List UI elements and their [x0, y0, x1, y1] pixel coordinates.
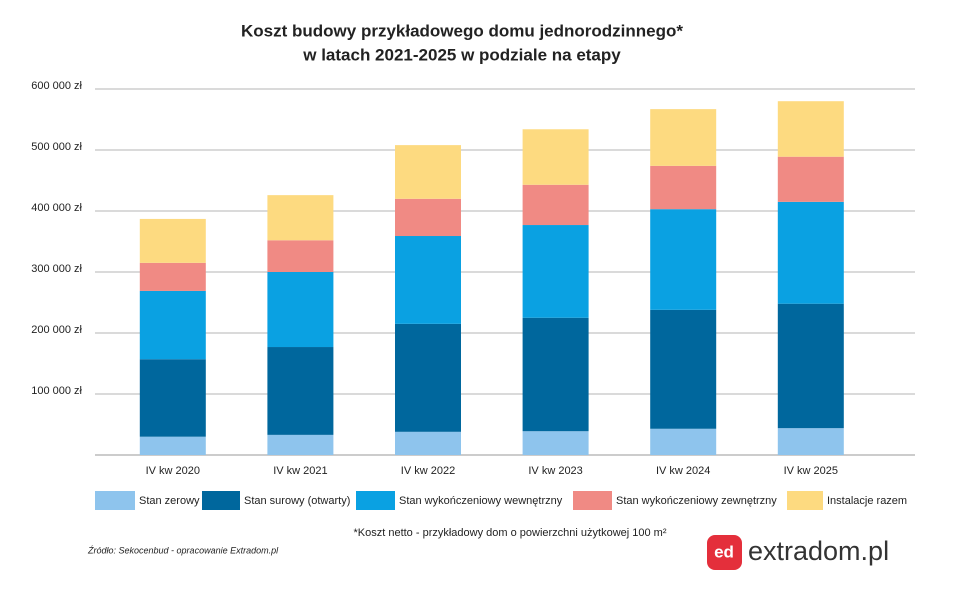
logo-icon: ed — [714, 542, 734, 561]
chart-title: w latach 2021-2025 w podziale na etapy — [302, 45, 621, 64]
chart-title: Koszt budowy przykładowego domu jednorod… — [241, 21, 683, 40]
x-tick-label: IV kw 2020 — [146, 465, 200, 477]
bar-segment — [395, 198, 461, 237]
footnote: *Koszt netto - przykładowy dom o powierz… — [353, 527, 666, 539]
legend-label: Stan wykończeniowy zewnętrzny — [616, 495, 777, 507]
bar-segment — [139, 436, 206, 455]
y-tick-label: 600 000 zł — [31, 80, 82, 92]
x-tick-label: IV kw 2024 — [656, 465, 710, 477]
bar-segment — [522, 184, 589, 226]
bar-segment — [650, 209, 717, 310]
legend-label: Instalacje razem — [827, 495, 907, 507]
y-tick-label: 300 000 zł — [31, 263, 82, 275]
legend-label: Stan wykończeniowy wewnętrzny — [399, 495, 563, 507]
legend-swatch — [787, 491, 823, 510]
logo-icon-bg — [707, 535, 742, 570]
bar-segment — [777, 201, 844, 304]
bar-segment — [395, 431, 461, 455]
y-tick-label: 400 000 zł — [31, 202, 82, 214]
bar-segment — [650, 109, 717, 166]
legend-label: Stan zerowy — [139, 495, 200, 507]
bar-segment — [650, 309, 717, 429]
bar-segment — [522, 225, 589, 318]
bar-segment — [522, 129, 589, 185]
bar-segment — [139, 290, 206, 360]
bar-segment — [395, 236, 461, 324]
y-tick-label: 500 000 zł — [31, 141, 82, 153]
bar-segment — [777, 303, 844, 429]
x-tick-label: IV kw 2023 — [528, 465, 582, 477]
bar-segment — [267, 347, 334, 435]
legend-swatch — [573, 491, 612, 510]
x-tick-label: IV kw 2021 — [273, 465, 327, 477]
bar-segment — [777, 156, 844, 202]
legend-swatch — [356, 491, 395, 510]
bar-segment — [777, 428, 844, 455]
source: Źródło: Sekocenbud - opracowanie Extrado… — [87, 545, 279, 555]
x-tick-label: IV kw 2025 — [784, 465, 838, 477]
bar-segment — [267, 434, 334, 455]
bar-segment — [139, 262, 206, 291]
bar-segment — [267, 272, 334, 348]
bar-segment — [522, 317, 589, 432]
legend-label: Stan surowy (otwarty) — [244, 495, 350, 507]
legend-swatch — [202, 491, 240, 510]
y-tick-label: 100 000 zł — [31, 385, 82, 397]
bar-segment — [267, 195, 334, 241]
bar-segment — [395, 145, 461, 199]
bar-segment — [650, 165, 717, 210]
x-tick-label: IV kw 2022 — [401, 465, 455, 477]
y-tick-label: 200 000 zł — [31, 324, 82, 336]
bar-segment — [267, 240, 334, 272]
bar-segment — [139, 218, 206, 263]
bar-segment — [777, 101, 844, 157]
bar-segment — [522, 431, 589, 455]
legend-swatch — [95, 491, 135, 510]
bar-segment — [650, 428, 717, 455]
logo-text: extradom.pl — [748, 536, 889, 566]
bar-segment — [139, 359, 206, 437]
bar-segment — [395, 323, 461, 432]
